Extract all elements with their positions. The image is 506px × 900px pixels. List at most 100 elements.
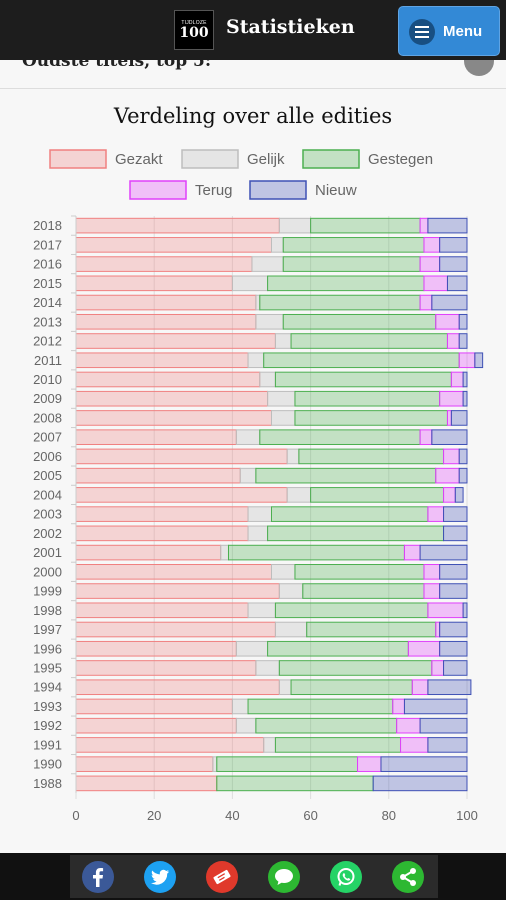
bar-gezakt-2001[interactable]: [75, 544, 222, 561]
site-logo[interactable]: TIJDLOZE 100: [174, 10, 214, 50]
bar-gezakt-2015[interactable]: [75, 275, 233, 292]
bar-nieuw-2004[interactable]: [454, 487, 464, 503]
bar-gelijk-1990[interactable]: [212, 756, 218, 772]
bar-gelijk-1998[interactable]: [247, 602, 276, 619]
bar-nieuw-2005[interactable]: [458, 467, 468, 484]
bar-gezakt-2018[interactable]: [75, 217, 280, 234]
bar-gelijk-2014[interactable]: [255, 294, 261, 311]
bar-gestegen-1995[interactable]: [278, 660, 433, 676]
bar-terug-2010[interactable]: [450, 371, 464, 388]
bar-gezakt-2004[interactable]: [75, 487, 288, 503]
bar-gezakt-1995[interactable]: [75, 660, 257, 676]
bar-gelijk-2002[interactable]: [247, 525, 269, 542]
bar-gezakt-2000[interactable]: [75, 564, 272, 580]
bar-gezakt-2008[interactable]: [75, 410, 272, 426]
bar-terug-1994[interactable]: [411, 679, 429, 696]
bar-nieuw-2015[interactable]: [446, 275, 468, 292]
bar-nieuw-1994[interactable]: [427, 679, 472, 696]
bar-gezakt-1999[interactable]: [75, 583, 280, 599]
bar-gestegen-2011[interactable]: [263, 352, 460, 369]
bar-gezakt-2010[interactable]: [75, 371, 261, 388]
bar-gestegen-2003[interactable]: [271, 506, 429, 522]
bar-nieuw-2013[interactable]: [458, 313, 468, 330]
bar-gestegen-2013[interactable]: [282, 313, 437, 330]
bar-gelijk-2012[interactable]: [274, 333, 292, 349]
bar-terug-1992[interactable]: [396, 717, 421, 734]
bar-nieuw-2010[interactable]: [462, 371, 468, 388]
bar-nieuw-1997[interactable]: [439, 621, 468, 638]
bar-nieuw-2007[interactable]: [431, 429, 468, 445]
bar-terug-2000[interactable]: [423, 564, 441, 580]
bar-gelijk-2007[interactable]: [235, 429, 261, 445]
bar-gezakt-1992[interactable]: [75, 717, 237, 734]
bar-terug-2006[interactable]: [443, 448, 460, 465]
bar-gezakt-2007[interactable]: [75, 429, 237, 445]
facebook-share-button[interactable]: [82, 861, 114, 893]
bar-nieuw-2009[interactable]: [462, 390, 468, 407]
bar-nieuw-1990[interactable]: [380, 756, 468, 772]
bar-gezakt-2005[interactable]: [75, 467, 241, 484]
bar-gestegen-2007[interactable]: [259, 429, 421, 445]
bar-gestegen-2016[interactable]: [282, 256, 421, 272]
bar-gelijk-2003[interactable]: [247, 506, 272, 522]
bar-gezakt-2013[interactable]: [75, 313, 257, 330]
sms-share-button[interactable]: [268, 861, 300, 893]
bar-terug-2004[interactable]: [443, 487, 456, 503]
bar-nieuw-1996[interactable]: [439, 640, 468, 657]
bar-terug-2016[interactable]: [419, 256, 441, 272]
bar-gestegen-1992[interactable]: [255, 717, 398, 734]
bar-terug-2014[interactable]: [419, 294, 433, 311]
bar-terug-1999[interactable]: [423, 583, 441, 599]
bar-gezakt-2016[interactable]: [75, 256, 253, 272]
bar-gestegen-2014[interactable]: [259, 294, 421, 311]
bar-gezakt-1998[interactable]: [75, 602, 249, 619]
bar-gezakt-2006[interactable]: [75, 448, 288, 465]
bar-gestegen-2008[interactable]: [294, 410, 448, 426]
bar-gelijk-2004[interactable]: [286, 487, 312, 503]
bar-nieuw-2002[interactable]: [443, 525, 468, 542]
bar-gestegen-2012[interactable]: [290, 333, 448, 349]
bar-gestegen-1999[interactable]: [302, 583, 425, 599]
bar-terug-1990[interactable]: [357, 756, 382, 772]
bar-gestegen-2015[interactable]: [267, 275, 425, 292]
bar-terug-2012[interactable]: [446, 333, 460, 349]
bar-gelijk-1993[interactable]: [231, 698, 249, 715]
ticket-share-button[interactable]: [206, 861, 238, 893]
bar-nieuw-2011[interactable]: [474, 352, 484, 369]
bar-gelijk-2008[interactable]: [271, 410, 296, 426]
bar-nieuw-1988[interactable]: [372, 775, 468, 792]
bar-gestegen-1991[interactable]: [274, 737, 402, 753]
bar-gelijk-2018[interactable]: [278, 217, 312, 234]
bar-gezakt-2017[interactable]: [75, 237, 272, 253]
bar-terug-2018[interactable]: [419, 217, 429, 234]
bar-terug-2005[interactable]: [435, 467, 460, 484]
bar-gelijk-2005[interactable]: [239, 467, 257, 484]
menu-button[interactable]: Menu: [398, 6, 500, 56]
bar-gezakt-1993[interactable]: [75, 698, 233, 715]
bar-gestegen-1988[interactable]: [216, 775, 374, 792]
bar-gelijk-1996[interactable]: [235, 640, 269, 657]
bar-gezakt-2014[interactable]: [75, 294, 257, 311]
bar-gestegen-2004[interactable]: [310, 487, 445, 503]
bar-nieuw-2006[interactable]: [458, 448, 468, 465]
bar-gezakt-2011[interactable]: [75, 352, 249, 369]
bar-gestegen-2002[interactable]: [267, 525, 445, 542]
bar-terug-1995[interactable]: [431, 660, 445, 676]
bar-gelijk-2017[interactable]: [271, 237, 284, 253]
bar-terug-2001[interactable]: [403, 544, 421, 561]
bar-gezakt-1991[interactable]: [75, 737, 265, 753]
bar-gezakt-2009[interactable]: [75, 390, 269, 407]
bar-gelijk-2015[interactable]: [231, 275, 269, 292]
bar-gelijk-1991[interactable]: [263, 737, 276, 753]
bar-nieuw-1998[interactable]: [462, 602, 468, 619]
bar-nieuw-1993[interactable]: [403, 698, 468, 715]
bar-terug-2017[interactable]: [423, 237, 441, 253]
bar-gelijk-2013[interactable]: [255, 313, 284, 330]
bar-nieuw-2014[interactable]: [431, 294, 468, 311]
bar-nieuw-2018[interactable]: [427, 217, 468, 234]
bar-gezakt-2003[interactable]: [75, 506, 249, 522]
bar-gestegen-1996[interactable]: [267, 640, 409, 657]
bar-gezakt-1996[interactable]: [75, 640, 237, 657]
bar-terug-2013[interactable]: [435, 313, 460, 330]
bar-terug-1996[interactable]: [407, 640, 441, 657]
